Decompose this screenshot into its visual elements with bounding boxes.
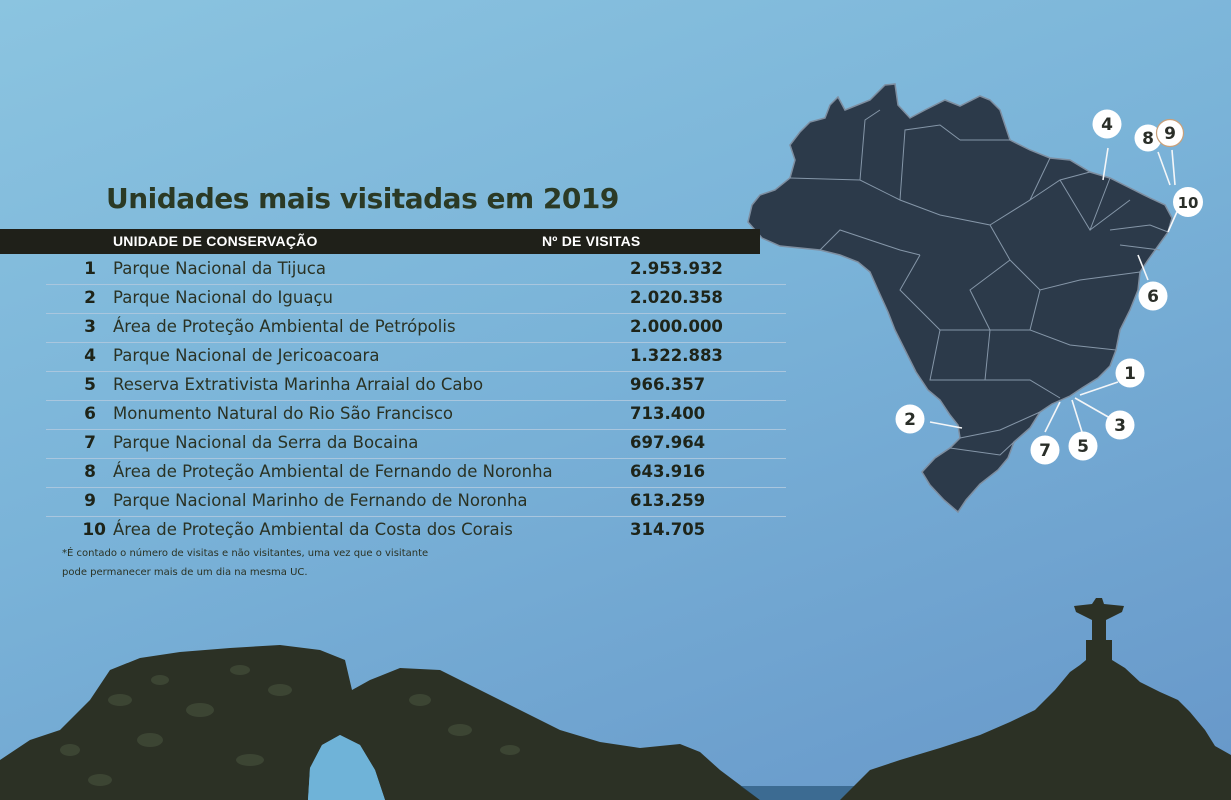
table-row: 4 Parque Nacional de Jericoacoara 1.322.… <box>46 343 786 372</box>
row-unit-name: Parque Nacional do Iguaçu <box>113 288 333 307</box>
row-unit-name: Reserva Extrativista Marinha Arraial do … <box>113 375 484 394</box>
row-rank: 8 <box>84 462 96 482</box>
map-marker-10: 10 <box>1173 187 1203 217</box>
footnote-line: *É contado o número de visitas e não vis… <box>62 548 429 559</box>
row-rank: 4 <box>84 346 96 366</box>
svg-text:2: 2 <box>904 410 916 430</box>
table-row: 7 Parque Nacional da Serra da Bocaina 69… <box>46 430 786 459</box>
svg-text:9: 9 <box>1164 124 1176 144</box>
map-marker-9: 9 <box>1155 118 1185 148</box>
rock-texture <box>60 665 520 786</box>
row-visits: 2.953.932 <box>630 259 723 278</box>
svg-text:1: 1 <box>1124 364 1136 384</box>
row-rank: 10 <box>82 520 106 540</box>
table-row: 2 Parque Nacional do Iguaçu 2.020.358 <box>46 285 786 314</box>
footnote: *É contado o número de visitas e não vis… <box>62 544 428 582</box>
row-visits: 697.964 <box>630 433 706 452</box>
ranking-table: 1 Parque Nacional da Tijuca 2.953.932 2 … <box>46 256 786 545</box>
map-marker-6: 6 <box>1138 281 1168 311</box>
table-row: 5 Reserva Extrativista Marinha Arraial d… <box>46 372 786 401</box>
row-unit-name: Monumento Natural do Rio São Francisco <box>113 404 454 423</box>
map-marker-4: 4 <box>1092 109 1122 139</box>
row-rank: 9 <box>84 491 96 511</box>
row-unit-name: Parque Nacional Marinho de Fernando de N… <box>113 491 528 510</box>
landscape-silhouette <box>0 598 1231 800</box>
rock-arch-silhouette <box>0 645 760 800</box>
row-rank: 6 <box>84 404 96 424</box>
table-row: 6 Monumento Natural do Rio São Francisco… <box>46 401 786 430</box>
table-row: 10 Área de Proteção Ambiental da Costa d… <box>46 517 786 545</box>
svg-text:8: 8 <box>1142 129 1154 149</box>
arch-opening <box>308 735 385 800</box>
svg-text:7: 7 <box>1039 441 1051 461</box>
svg-text:5: 5 <box>1077 437 1089 457</box>
svg-text:3: 3 <box>1114 416 1126 436</box>
row-visits: 1.322.883 <box>630 346 723 365</box>
row-unit-name: Área de Proteção Ambiental de Fernando d… <box>113 462 553 481</box>
row-unit-name: Área de Proteção Ambiental da Costa dos … <box>113 520 513 539</box>
row-visits: 966.357 <box>630 375 706 394</box>
brazil-map-outline <box>747 83 1173 514</box>
row-rank: 7 <box>84 433 96 453</box>
row-visits: 314.705 <box>630 520 706 539</box>
table-header: UNIDADE DE CONSERVAÇÃO Nº DE VISITAS <box>0 229 760 254</box>
map-marker-5: 5 <box>1068 431 1098 461</box>
table-row: 8 Área de Proteção Ambiental de Fernando… <box>46 459 786 488</box>
svg-text:4: 4 <box>1101 115 1113 135</box>
row-unit-name: Parque Nacional da Serra da Bocaina <box>113 433 419 452</box>
state-borders <box>789 109 1169 456</box>
header-unit-name: UNIDADE DE CONSERVAÇÃO <box>113 233 318 249</box>
row-unit-name: Área de Proteção Ambiental de Petrópolis <box>113 317 456 336</box>
corcovado-silhouette <box>840 598 1231 800</box>
row-visits: 643.916 <box>630 462 706 481</box>
row-visits: 713.400 <box>630 404 706 423</box>
svg-text:6: 6 <box>1147 287 1159 307</box>
map-marker-8: 8 <box>1134 124 1162 152</box>
row-rank: 3 <box>84 317 96 337</box>
footnote-line: pode permanecer mais de um dia na mesma … <box>62 567 308 578</box>
map-marker-7: 7 <box>1030 435 1060 465</box>
map-marker-2: 2 <box>895 404 925 434</box>
row-rank: 2 <box>84 288 96 308</box>
header-visits: Nº DE VISITAS <box>542 233 641 249</box>
map-marker-3: 3 <box>1105 410 1135 440</box>
page-title: Unidades mais visitadas em 2019 <box>106 182 619 215</box>
row-visits: 613.259 <box>630 491 706 510</box>
row-unit-name: Parque Nacional de Jericoacoara <box>113 346 380 365</box>
table-row: 3 Área de Proteção Ambiental de Petrópol… <box>46 314 786 343</box>
row-unit-name: Parque Nacional da Tijuca <box>113 259 326 278</box>
row-rank: 5 <box>84 375 96 395</box>
row-visits: 2.020.358 <box>630 288 723 307</box>
svg-text:10: 10 <box>1178 194 1199 212</box>
table-row: 9 Parque Nacional Marinho de Fernando de… <box>46 488 786 517</box>
row-visits: 2.000.000 <box>630 317 723 336</box>
table-row: 1 Parque Nacional da Tijuca 2.953.932 <box>46 256 786 285</box>
map-marker-1: 1 <box>1115 358 1145 388</box>
brazil-map: 1 2 3 4 5 6 7 8 9 10 <box>747 83 1203 514</box>
row-rank: 1 <box>84 259 96 279</box>
